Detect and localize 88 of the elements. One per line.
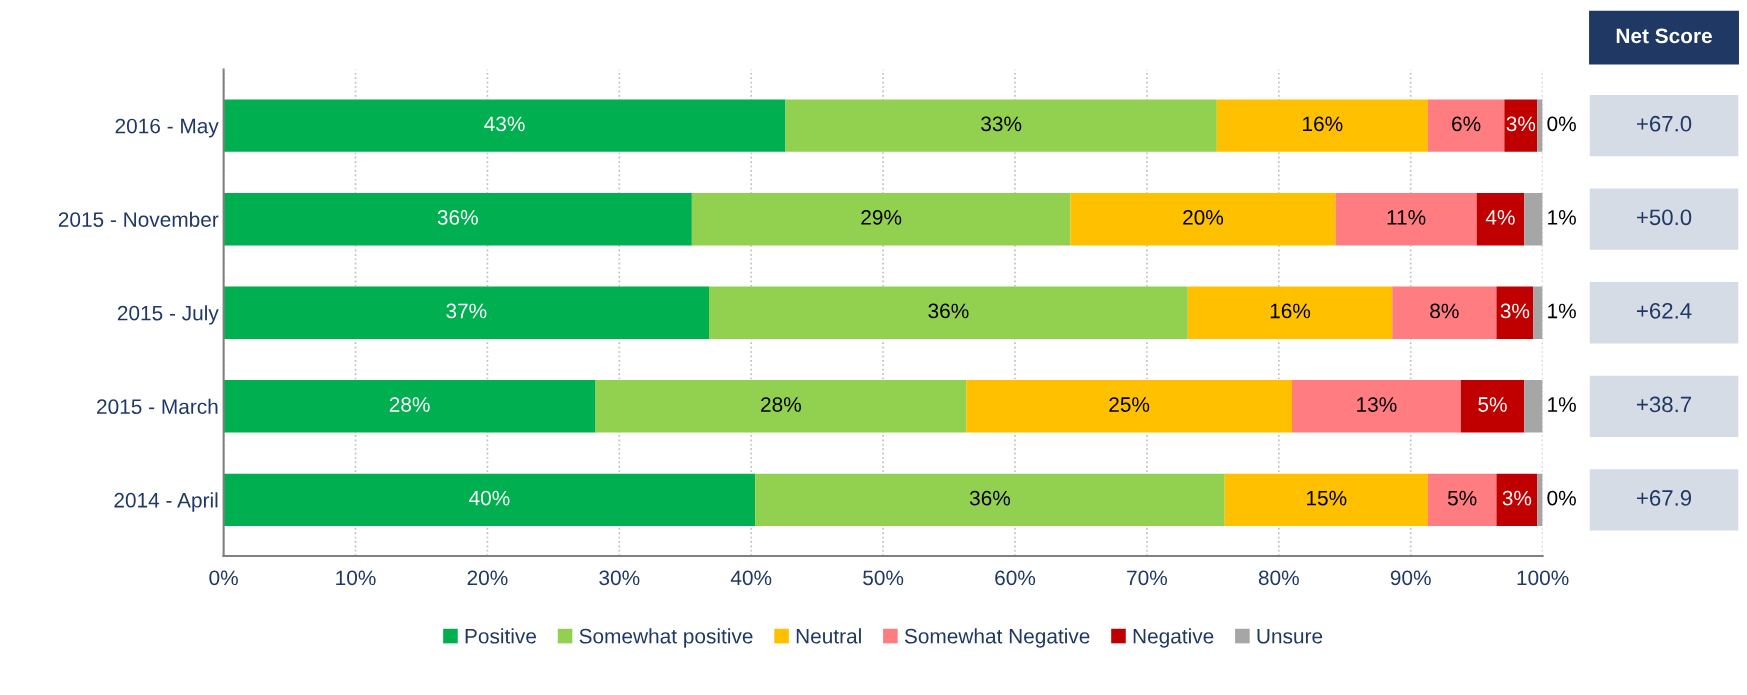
bar bbox=[1537, 473, 1543, 527]
bar bbox=[595, 380, 967, 433]
legend-label: Somewhat positive bbox=[579, 628, 753, 648]
x-tick-label: 100% bbox=[1517, 570, 1569, 586]
x-tick-label: 70% bbox=[1127, 570, 1168, 586]
data-label: 1% bbox=[1548, 397, 1576, 412]
bar bbox=[1496, 286, 1534, 339]
data-label: 1% bbox=[1548, 303, 1576, 319]
bar bbox=[223, 99, 786, 152]
legend-label: Negative bbox=[1133, 628, 1214, 648]
bar bbox=[1070, 193, 1336, 246]
x-tick-label: 40% bbox=[730, 570, 772, 586]
bar bbox=[709, 286, 1188, 339]
bar bbox=[1496, 473, 1538, 527]
bar bbox=[1291, 380, 1461, 433]
y-tick-label: 2015 - November bbox=[58, 211, 219, 227]
y-tick-label: 2015 - July bbox=[117, 305, 219, 325]
data-label: 28% bbox=[389, 397, 430, 412]
bar bbox=[1533, 286, 1543, 339]
data-label: 36% bbox=[928, 303, 969, 319]
text: +62.4 bbox=[1636, 302, 1692, 319]
data-label: 13% bbox=[1357, 397, 1397, 412]
bar bbox=[1392, 286, 1497, 339]
data-label: 3% bbox=[1506, 116, 1536, 132]
bar bbox=[1504, 99, 1538, 152]
x-tick-label: 10% bbox=[336, 570, 376, 586]
data-label: 20% bbox=[1183, 210, 1224, 225]
data-label: 5% bbox=[1447, 490, 1477, 506]
data-label: 1% bbox=[1548, 210, 1576, 225]
data-label: 29% bbox=[861, 210, 902, 225]
x-tick-label: 90% bbox=[1390, 570, 1431, 586]
x-tick-label: 60% bbox=[995, 570, 1036, 586]
data-label: 16% bbox=[1303, 116, 1343, 132]
bar bbox=[223, 473, 756, 527]
data-label: 28% bbox=[761, 397, 801, 412]
data-label: 43% bbox=[484, 116, 525, 132]
text: Net Score bbox=[1616, 28, 1712, 44]
bar bbox=[1524, 193, 1543, 246]
text: +67.9 bbox=[1636, 490, 1692, 506]
x-tick-label: 0% bbox=[209, 570, 238, 586]
y-tick-label: 2016 - May bbox=[115, 118, 219, 138]
data-label: 8% bbox=[1430, 303, 1459, 319]
bar bbox=[1524, 380, 1543, 433]
bar bbox=[966, 380, 1292, 433]
text: +50.0 bbox=[1636, 209, 1692, 226]
data-label: 3% bbox=[1502, 490, 1532, 506]
x-tick-label: 30% bbox=[599, 570, 640, 586]
legend-label: Neutral bbox=[796, 628, 861, 644]
text: +67.0 bbox=[1636, 115, 1692, 132]
y-tick-label: 2014 - April bbox=[114, 492, 218, 512]
bar bbox=[1427, 99, 1505, 152]
data-label: 33% bbox=[981, 116, 1022, 132]
data-label: 25% bbox=[1109, 397, 1150, 412]
bar bbox=[1224, 473, 1428, 527]
text: +38.7 bbox=[1636, 396, 1692, 413]
data-label: 36% bbox=[437, 210, 478, 225]
data-label: 36% bbox=[969, 490, 1011, 506]
data-label: 3% bbox=[1500, 303, 1530, 319]
x-tick-label: 80% bbox=[1258, 570, 1299, 586]
legend-label: Positive bbox=[465, 628, 536, 644]
data-label: 15% bbox=[1307, 490, 1347, 506]
data-label: 6% bbox=[1452, 116, 1481, 132]
bar bbox=[691, 193, 1071, 246]
data-label: 37% bbox=[446, 303, 487, 319]
bar bbox=[223, 193, 692, 246]
data-label: 0% bbox=[1547, 116, 1576, 132]
bar bbox=[755, 473, 1225, 527]
data-label: 16% bbox=[1270, 303, 1311, 319]
bar bbox=[1476, 193, 1525, 246]
y-tick-label: 2015 - March bbox=[97, 398, 218, 415]
legend-label: Unsure bbox=[1257, 629, 1323, 644]
bar bbox=[223, 286, 709, 339]
data-label: 0% bbox=[1547, 490, 1576, 506]
bar bbox=[1427, 473, 1497, 527]
data-label: 5% bbox=[1478, 397, 1507, 412]
bar bbox=[1335, 193, 1477, 246]
bar bbox=[223, 380, 596, 433]
bar bbox=[1187, 286, 1393, 339]
data-label: 4% bbox=[1485, 210, 1515, 225]
bar bbox=[1216, 99, 1428, 152]
legend-label: Somewhat Negative bbox=[904, 628, 1090, 648]
bar bbox=[1460, 380, 1525, 433]
x-tick-label: 20% bbox=[467, 570, 508, 586]
x-tick-label: 50% bbox=[863, 570, 904, 586]
bar bbox=[785, 99, 1217, 152]
bar bbox=[1537, 99, 1543, 152]
data-label: 40% bbox=[469, 490, 510, 506]
data-label: 11% bbox=[1387, 210, 1426, 225]
